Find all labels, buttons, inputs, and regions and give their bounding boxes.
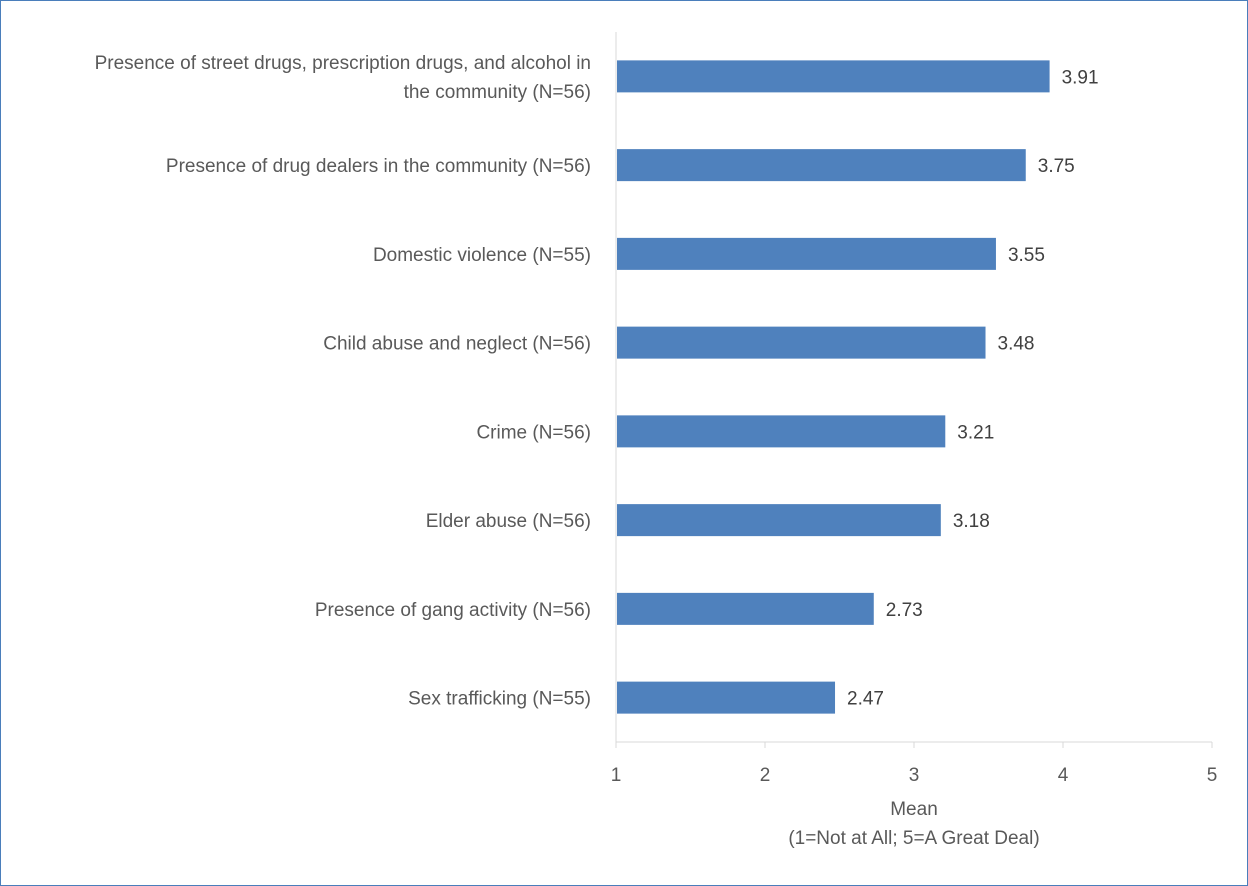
- category-label: Presence of street drugs, prescription d…: [95, 53, 591, 74]
- category-label: Sex trafficking (N=55): [408, 689, 591, 710]
- category-label: the community (N=56): [404, 82, 591, 103]
- bar: [617, 326, 986, 359]
- x-axis-title: Mean: [890, 799, 938, 820]
- data-label: 3.21: [957, 422, 994, 443]
- data-label: 3.48: [998, 334, 1035, 355]
- x-tick-label: 3: [909, 765, 920, 786]
- x-tick-label: 5: [1207, 765, 1218, 786]
- data-label: 3.55: [1008, 245, 1045, 266]
- category-label: Elder abuse (N=56): [426, 511, 591, 532]
- x-tick-label: 1: [611, 765, 622, 786]
- bar: [617, 149, 1026, 182]
- data-label: 2.73: [886, 600, 923, 621]
- bar: [617, 237, 996, 270]
- x-axis-title: (1=Not at All; 5=A Great Deal): [788, 828, 1039, 849]
- x-tick-label: 2: [760, 765, 771, 786]
- bar: [617, 592, 874, 625]
- category-label: Child abuse and neglect (N=56): [323, 334, 591, 355]
- category-label: Crime (N=56): [476, 422, 591, 443]
- data-label: 3.18: [953, 511, 990, 532]
- category-label: Presence of drug dealers in the communit…: [166, 156, 591, 177]
- data-label: 3.91: [1062, 67, 1099, 88]
- data-label: 3.75: [1038, 156, 1075, 177]
- data-label: 2.47: [847, 689, 884, 710]
- category-label: Presence of gang activity (N=56): [315, 600, 591, 621]
- bar: [617, 415, 946, 448]
- bar: [617, 60, 1050, 93]
- bar: [617, 504, 941, 537]
- category-label: Domestic violence (N=55): [373, 245, 591, 266]
- bar: [617, 681, 836, 714]
- x-tick-label: 4: [1058, 765, 1069, 786]
